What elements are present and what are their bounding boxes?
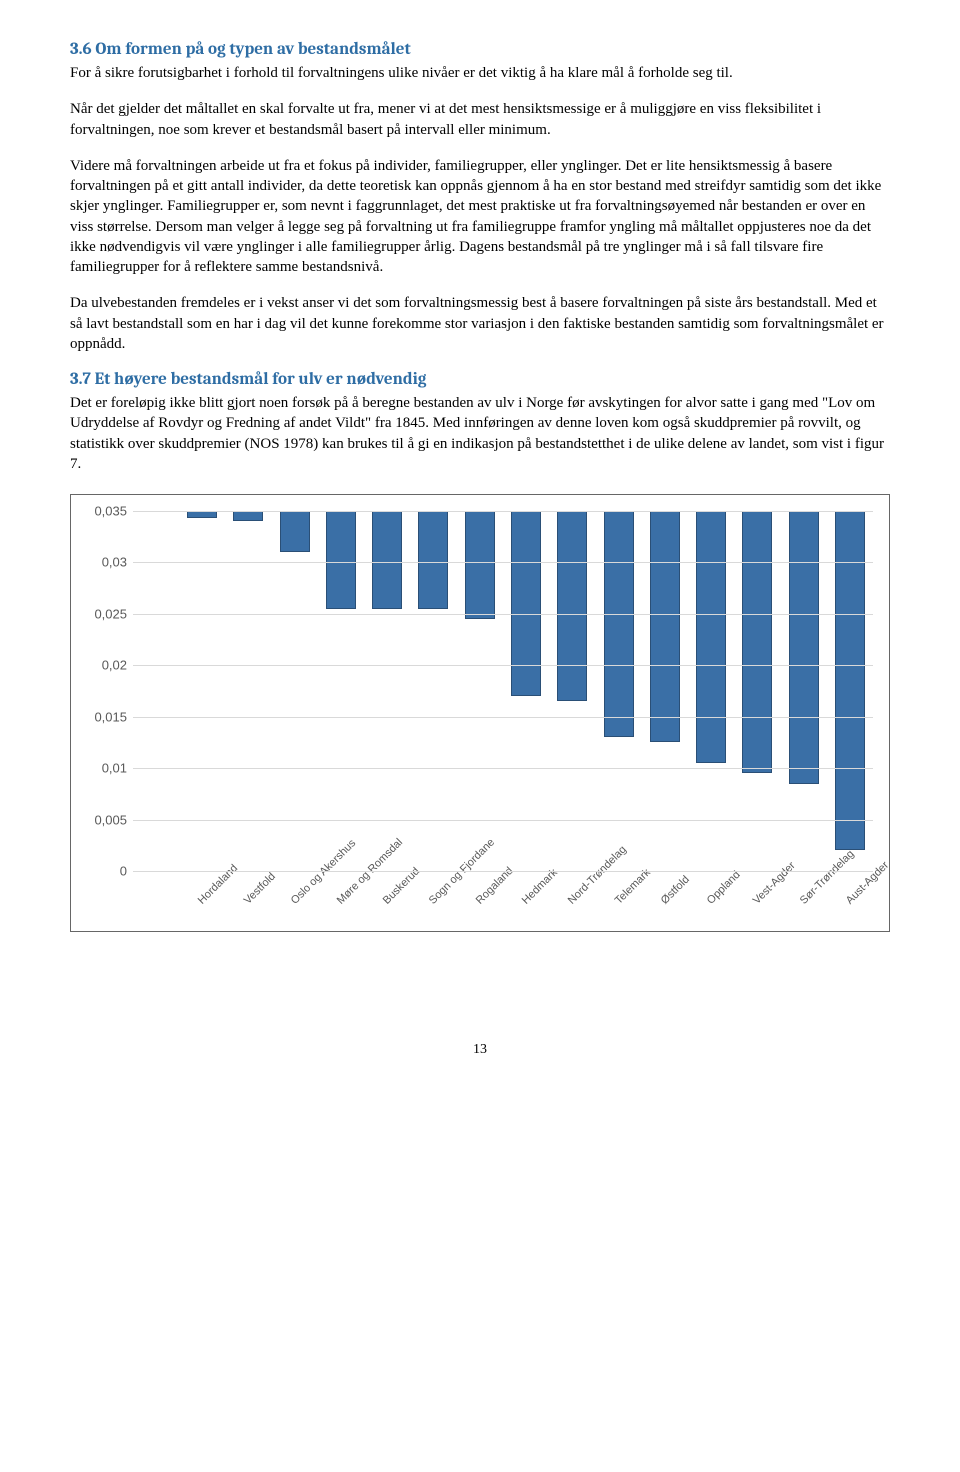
bar-wrap (827, 511, 873, 871)
y-tick-label: 0,015 (94, 709, 127, 724)
paragraph: Det er foreløpig ikke blitt gjort noen f… (70, 393, 890, 474)
bar-wrap (549, 511, 595, 871)
x-tick-label: Aust-Agder (844, 877, 874, 907)
bar-wrap (642, 511, 688, 871)
bar (465, 511, 495, 619)
y-tick-label: 0,025 (94, 606, 127, 621)
paragraph: Når det gjelder det måltallet en skal fo… (70, 99, 890, 140)
bar-wrap (364, 511, 410, 871)
x-tick-label: Oslo og Akershus (288, 877, 318, 907)
y-tick-label: 0,03 (102, 555, 127, 570)
bar (696, 511, 726, 763)
bar-wrap (272, 511, 318, 871)
x-tick-label: Sogn og Fjordane (427, 877, 457, 907)
bar-wrap (179, 511, 225, 871)
y-tick-label: 0,02 (102, 658, 127, 673)
x-tick-label: Vest-Agder (751, 877, 781, 907)
bar (280, 511, 310, 552)
section-heading-3-6: 3.6 Om formen på og typen av bestandsmål… (70, 40, 890, 59)
gridline (133, 665, 873, 666)
bar (372, 511, 402, 609)
y-tick-label: 0,035 (94, 504, 127, 519)
bar-wrap (734, 511, 780, 871)
x-tick-label: Telemark (612, 877, 642, 907)
y-tick-label: 0,01 (102, 761, 127, 776)
x-tick-label: Vestfold (242, 877, 272, 907)
bar-wrap (780, 511, 826, 871)
bar-wrap (225, 511, 271, 871)
bar-wrap (410, 511, 456, 871)
x-tick-label: Østfold (659, 877, 689, 907)
x-tick-label: Rogaland (474, 877, 504, 907)
gridline (133, 614, 873, 615)
paragraph: Videre må forvaltningen arbeide ut fra e… (70, 156, 890, 278)
gridline (133, 511, 873, 512)
x-tick-label: Oppland (705, 877, 735, 907)
bar-chart: 0 0,005 0,01 0,015 0,02 0,025 0,03 0,035 Hordal… (70, 494, 890, 932)
chart-plot-area: HordalandVestfoldOslo og AkershusMøre og… (133, 511, 873, 871)
x-tick-label: Hedmark (520, 877, 550, 907)
x-tick-label: Nord-Trøndelag (566, 877, 596, 907)
bar-wrap (457, 511, 503, 871)
y-tick-label: 0 (120, 864, 127, 879)
bar-wrap (688, 511, 734, 871)
bar (511, 511, 541, 696)
gridline (133, 871, 873, 872)
page-number: 13 (70, 1042, 890, 1058)
x-tick-label: Buskerud (381, 877, 411, 907)
bars-row (179, 511, 873, 871)
bar (557, 511, 587, 701)
x-axis-labels: HordalandVestfoldOslo og AkershusMøre og… (179, 871, 873, 889)
bar-wrap (595, 511, 641, 871)
bar (233, 511, 263, 521)
x-tick-label: Hordaland (196, 877, 226, 907)
gridline (133, 768, 873, 769)
bar (326, 511, 356, 609)
bar (789, 511, 819, 784)
bar (650, 511, 680, 742)
x-tick-label: Møre og Romsdal (335, 877, 365, 907)
y-tick-label: 0,005 (94, 812, 127, 827)
section-heading-3-7: 3.7 Et høyere bestandsmål for ulv er nød… (70, 370, 890, 389)
gridline (133, 717, 873, 718)
bar (187, 511, 217, 518)
bar (742, 511, 772, 773)
paragraph: Da ulvebestanden fremdeles er i vekst an… (70, 293, 890, 354)
gridline (133, 820, 873, 821)
x-tick-label: Sør-Trøndelag (797, 877, 827, 907)
bar (604, 511, 634, 737)
paragraph: For å sikre forutsigbarhet i forhold til… (70, 63, 890, 83)
bar-wrap (503, 511, 549, 871)
gridline (133, 562, 873, 563)
bar (418, 511, 448, 609)
bar-wrap (318, 511, 364, 871)
y-axis: 00,0050,010,0150,020,0250,030,035 (87, 511, 133, 871)
